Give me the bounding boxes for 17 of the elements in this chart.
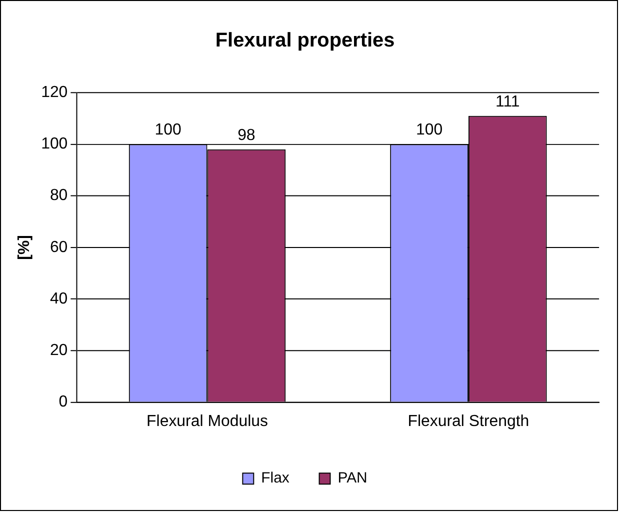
y-tick-label: 40 [50, 290, 68, 308]
legend-label: PAN [338, 470, 368, 487]
data-label: 111 [496, 93, 520, 110]
y-tick-label: 80 [50, 187, 68, 204]
y-tick-label: 0 [58, 394, 68, 411]
y-tick-label: 120 [41, 84, 68, 102]
y-tick-label: 60 [50, 238, 68, 256]
x-tick-label: Flexural Modulus [146, 413, 268, 430]
chart-title: Flexural properties [215, 29, 395, 52]
y-axis-title: [%] [16, 235, 33, 260]
y-tick-label: 20 [50, 342, 68, 360]
data-label: 100 [154, 122, 182, 139]
data-label: 100 [416, 122, 443, 139]
y-tick-label: 100 [41, 136, 68, 153]
legend-label: Flax [261, 470, 290, 487]
x-tick-label: Flexural Strength [408, 413, 530, 430]
data-label: 98 [238, 126, 256, 144]
